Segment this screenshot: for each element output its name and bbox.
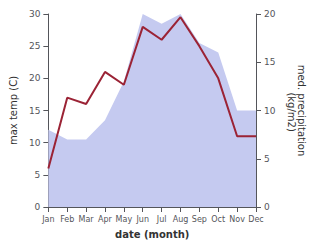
svg-text:Feb: Feb: [60, 215, 74, 224]
svg-text:max temp (C): max temp (C): [8, 76, 19, 145]
svg-text:Jun: Jun: [135, 215, 149, 224]
svg-text:May: May: [116, 215, 133, 224]
svg-text:30: 30: [29, 9, 41, 19]
svg-text:Mar: Mar: [79, 215, 95, 224]
svg-text:25: 25: [29, 41, 40, 51]
svg-text:5: 5: [35, 170, 41, 180]
svg-text:Jan: Jan: [41, 215, 54, 224]
svg-text:20: 20: [264, 9, 276, 19]
svg-text:Oct: Oct: [211, 215, 225, 224]
svg-text:med. precipitation: med. precipitation: [295, 64, 307, 157]
svg-text:date (month): date (month): [115, 229, 189, 240]
svg-text:Jul: Jul: [156, 215, 167, 224]
svg-text:0: 0: [264, 202, 270, 212]
svg-text:Dec: Dec: [248, 215, 263, 224]
svg-text:Nov: Nov: [229, 215, 245, 224]
svg-text:5: 5: [264, 154, 270, 164]
svg-text:10: 10: [264, 106, 276, 116]
svg-text:(kg/m2): (kg/m2): [286, 89, 297, 132]
svg-text:0: 0: [35, 202, 41, 212]
svg-text:10: 10: [29, 138, 41, 148]
svg-text:20: 20: [29, 73, 41, 83]
svg-text:Sep: Sep: [192, 215, 207, 224]
svg-text:Apr: Apr: [98, 215, 113, 224]
svg-text:Aug: Aug: [173, 215, 189, 224]
svg-text:15: 15: [29, 106, 40, 116]
svg-text:15: 15: [264, 57, 275, 67]
